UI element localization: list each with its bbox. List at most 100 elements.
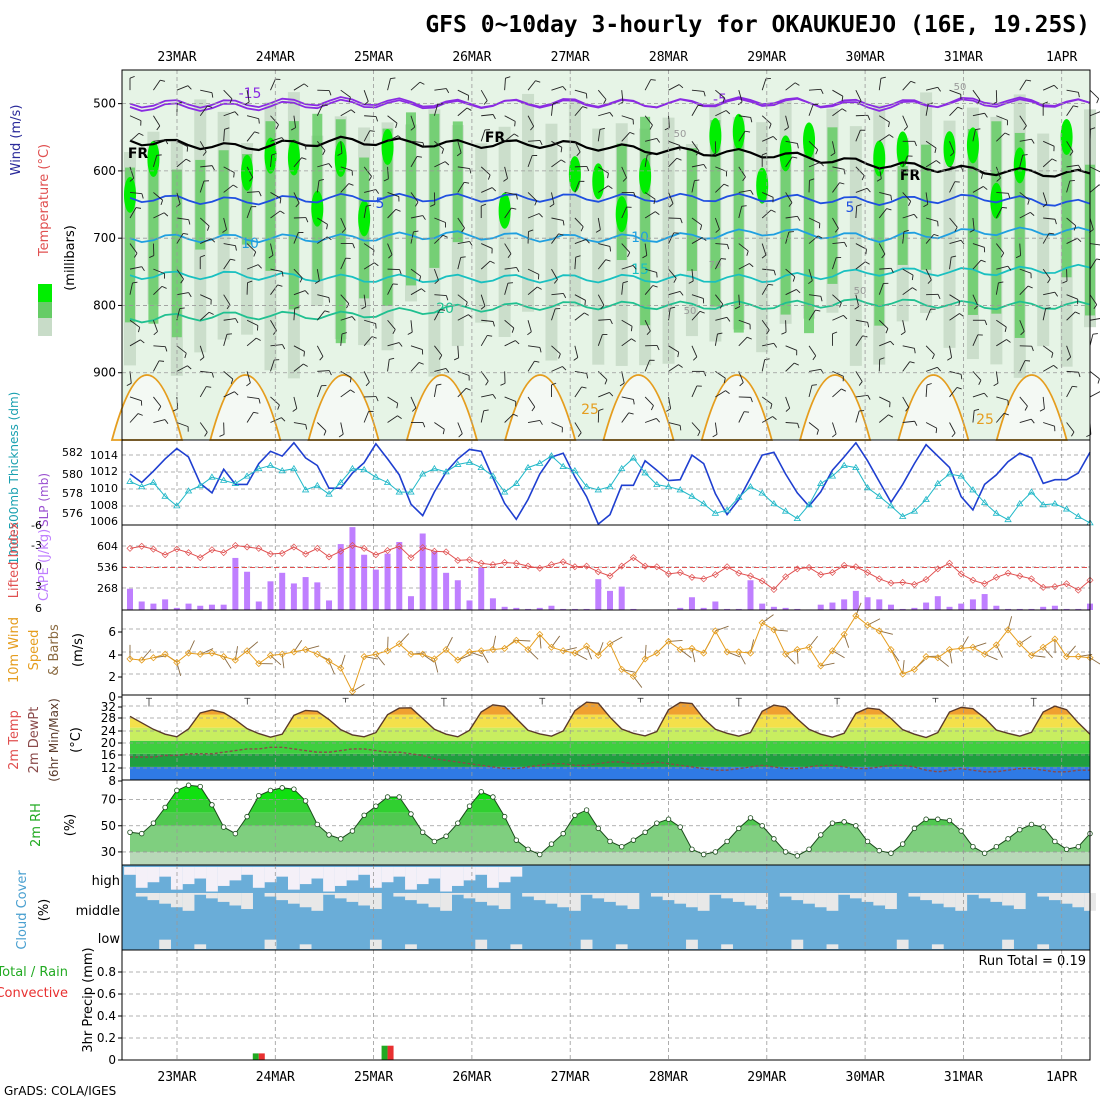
cloud-middle-gap	[487, 893, 499, 906]
wind-barb	[879, 115, 890, 123]
wind-barb	[888, 414, 894, 418]
wind-barb	[246, 382, 251, 387]
wind-barb	[888, 134, 894, 138]
wind-barb	[410, 81, 421, 91]
wind-barb	[703, 91, 706, 97]
li-point	[828, 568, 836, 576]
li-point	[536, 564, 544, 572]
wind-barb	[270, 359, 275, 372]
wind-barb	[234, 391, 239, 396]
wind-barb	[527, 331, 532, 336]
wind-barb	[1027, 199, 1030, 205]
wind-barb	[855, 319, 868, 323]
date-label-bottom: 1APR	[1046, 1070, 1077, 1085]
slp-tick: 1006	[90, 515, 118, 528]
wind10-point	[852, 612, 860, 620]
rh2m-label: 2m RH	[29, 803, 44, 847]
rh-patch-green	[382, 128, 393, 306]
wind10-point	[126, 655, 134, 663]
wind-barb	[902, 268, 914, 276]
wind-barb	[668, 268, 677, 279]
cape-bar	[162, 599, 169, 610]
cloud-low-gap	[580, 939, 593, 949]
wind-barb	[785, 82, 796, 91]
thickness-point	[664, 482, 673, 490]
wind-barb	[574, 294, 586, 301]
li-tick: 0	[35, 560, 42, 573]
wind10-point	[512, 636, 520, 644]
cloud-middle-gap	[522, 893, 534, 897]
cloud-middle-gap	[955, 893, 968, 911]
wind-barb	[703, 371, 707, 377]
wind-barb	[223, 318, 236, 321]
wind-barb	[785, 396, 791, 409]
wind-barb	[299, 277, 303, 283]
wind-barb	[913, 348, 916, 354]
cloud-middle-gap	[440, 893, 452, 911]
cloud-low-gap	[896, 939, 909, 949]
thickness-point	[934, 479, 942, 486]
wind-barb	[480, 335, 488, 347]
wind-barb	[129, 413, 139, 423]
wind-barb	[153, 268, 165, 275]
wind10-point	[922, 653, 930, 661]
wind-barb	[599, 127, 605, 130]
cloud-high-gap	[323, 867, 335, 892]
wind-barb	[574, 257, 577, 270]
li-point	[138, 542, 146, 550]
cape-bar	[232, 557, 239, 610]
wind-barb	[621, 371, 625, 384]
wind-barb	[996, 132, 1006, 142]
rh2m-point	[970, 843, 976, 850]
cape-bar	[314, 582, 321, 610]
rh2m-point	[162, 804, 168, 811]
thickness-point	[735, 493, 743, 500]
wind-barb	[762, 136, 774, 142]
wind-barb	[1053, 365, 1058, 369]
wind-barb	[504, 267, 517, 270]
temp-band	[130, 753, 1090, 767]
thickness-point	[524, 463, 532, 471]
wind-barb	[223, 217, 227, 230]
wind-barb	[163, 212, 169, 217]
wind-barb	[646, 330, 651, 336]
cloud-middle-gap	[943, 893, 956, 908]
rh-patch-green	[710, 120, 721, 307]
cloud-middle-gap	[159, 893, 172, 904]
wind-barb	[457, 89, 469, 96]
wind-barb	[1043, 217, 1056, 220]
wind-barb	[223, 294, 231, 306]
wind-barb	[714, 217, 720, 230]
wind-barb	[539, 140, 543, 146]
wind-barb	[1042, 140, 1055, 147]
wind-barb	[604, 379, 608, 385]
wind-barb	[1019, 138, 1032, 142]
wind-barb	[1089, 217, 1094, 230]
rh-patch-green	[1061, 129, 1072, 278]
wind-barb	[878, 283, 884, 295]
rh2m-point	[935, 816, 941, 822]
wind-barb	[246, 243, 257, 253]
wind-barb	[925, 422, 937, 429]
thickness-point	[1016, 499, 1024, 507]
cape-bar	[911, 607, 918, 610]
wind-barb	[387, 209, 397, 219]
wind-barb	[457, 294, 468, 303]
wind-barb	[410, 156, 418, 168]
thickness-point	[231, 479, 240, 486]
wind-barb	[200, 254, 206, 258]
wind-barb	[208, 311, 214, 315]
wind-barb	[655, 211, 660, 215]
thickness-point	[852, 463, 860, 471]
wind-barb	[387, 243, 393, 255]
wind-barb	[949, 106, 959, 117]
wind-barb	[279, 198, 282, 204]
cape-bar	[127, 588, 133, 610]
wind-barb	[436, 383, 442, 386]
wind10-point	[489, 646, 497, 654]
li-point	[454, 556, 462, 564]
rh-patch-bright	[709, 117, 722, 154]
rh2m-point	[1063, 846, 1070, 853]
contour-label: 5	[846, 200, 855, 216]
wind-barb	[413, 230, 419, 233]
